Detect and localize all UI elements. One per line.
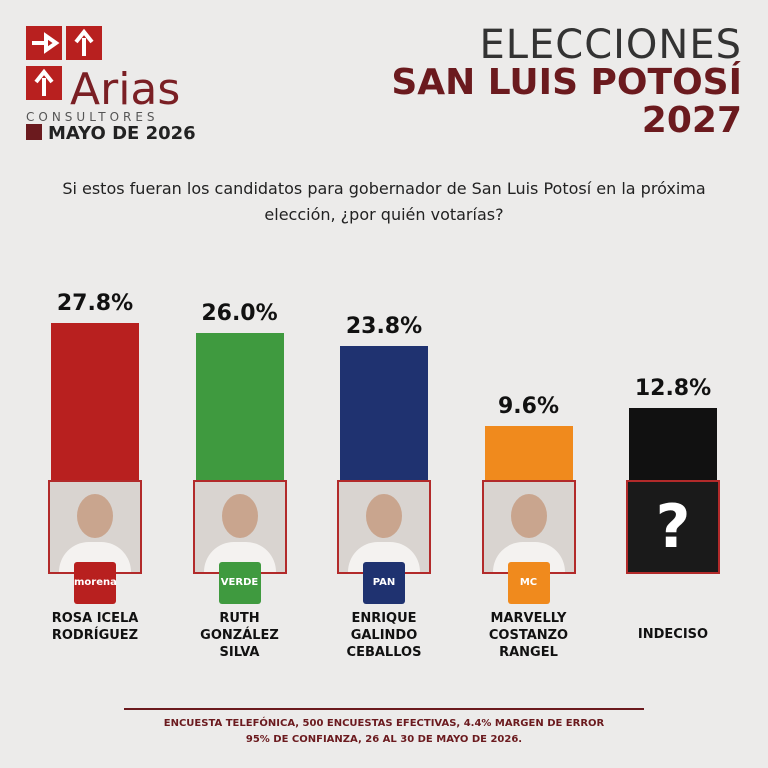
title: 2027	[641, 100, 742, 141]
undecided-mark: ?	[655, 492, 691, 562]
date: MAYO DE 2026	[48, 123, 196, 144]
title: ELECCIONES	[479, 22, 742, 68]
candidate-name: INDECISO	[637, 627, 709, 642]
logo-arrow	[74, 28, 94, 56]
logo-arrow	[32, 32, 60, 54]
candidate-name: ENRIQUE GALINDO CEBALLOS	[346, 611, 422, 660]
bar	[484, 425, 573, 480]
party-logo: PAN	[363, 562, 405, 604]
bar	[51, 322, 139, 480]
party-logo: MC	[507, 562, 550, 604]
question: Si estos fueran los candidatos para gobe…	[62, 179, 706, 224]
value-label: 26.0%	[201, 301, 278, 327]
party-logo: morena	[74, 562, 117, 604]
candidate-name: RUTH GONZÁLEZ SILVA	[200, 611, 279, 660]
photo-face	[77, 494, 113, 538]
brand: Arias	[70, 64, 181, 115]
bar	[629, 407, 717, 480]
date-square	[26, 124, 42, 140]
footer: ENCUESTA TELEFÓNICA, 500 ENCUESTAS EFECT…	[163, 718, 605, 729]
candidate-name: ROSA ICELA RODRÍGUEZ	[51, 611, 139, 643]
value-label: 27.8%	[56, 290, 134, 316]
logo-arrow	[34, 68, 54, 96]
party-logo: VERDE	[218, 562, 261, 604]
photo	[626, 480, 720, 574]
value-label: 9.6%	[497, 393, 559, 419]
value-label: 23.8%	[345, 313, 423, 339]
bar	[340, 345, 428, 480]
candidate-name: MARVELLY COSTANZO RANGEL	[488, 611, 569, 660]
bar	[195, 333, 284, 480]
value-label: 12.8%	[634, 375, 712, 401]
brand-sub: CONSULTORES	[26, 110, 159, 124]
photo-face	[221, 494, 258, 538]
photo-face	[510, 494, 547, 538]
title: SAN LUIS POTOSÍ	[391, 62, 742, 103]
photo-face	[366, 494, 402, 538]
footer: 95% DE CONFIANZA, 26 AL 30 DE MAYO DE 20…	[245, 734, 523, 745]
